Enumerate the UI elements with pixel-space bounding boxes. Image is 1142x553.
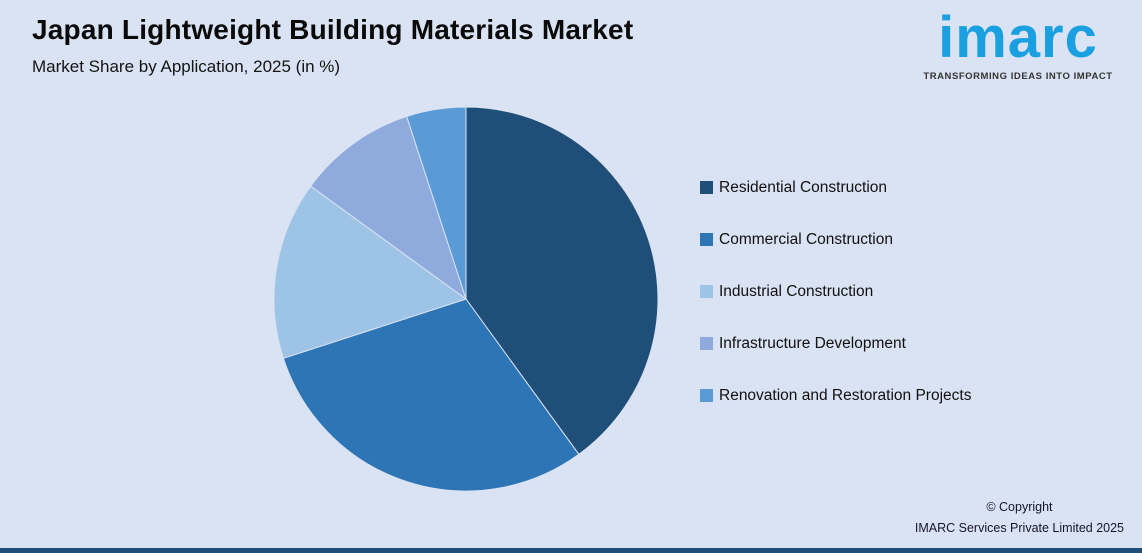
- legend-item-3: Industrial Construction: [700, 282, 971, 301]
- pie-slice-1: [465, 107, 658, 455]
- legend-item-5: Renovation and Restoration Projects: [700, 386, 971, 405]
- legend-swatch-icon: [700, 285, 713, 298]
- pie-slice-2: [282, 298, 580, 491]
- page-subtitle: Market Share by Application, 2025 (in %): [32, 57, 341, 76]
- legend-swatch-icon: [700, 337, 713, 350]
- legend-label: Renovation and Restoration Projects: [719, 386, 972, 404]
- pie-slice-5: [406, 107, 467, 300]
- legend-swatch-icon: [700, 389, 713, 402]
- legend-label: Residential Construction: [719, 178, 888, 196]
- pie-chart: [274, 107, 658, 491]
- legend-item-1: Residential Construction: [700, 178, 971, 197]
- pie-slice-4: [310, 115, 467, 300]
- legend-swatch-icon: [700, 233, 713, 246]
- pie-slice-3: [274, 185, 467, 359]
- copyright-line1: © Copyright: [986, 499, 1053, 514]
- legend-item-2: Commercial Construction: [700, 230, 971, 249]
- legend-label: Commercial Construction: [719, 230, 893, 248]
- copyright-line2: IMARC Services Private Limited 2025: [914, 520, 1124, 535]
- page-title: Japan Lightweight Building Materials Mar…: [32, 14, 634, 45]
- imarc-logo: imarc TRANSFORMING IDEAS INTO IMPACT: [902, 5, 1134, 82]
- legend-item-4: Infrastructure Development: [700, 334, 971, 353]
- copyright-notice: © Copyright IMARC Services Private Limit…: [915, 497, 1124, 540]
- legend-swatch-icon: [700, 181, 713, 194]
- legend-label: Industrial Construction: [719, 282, 874, 300]
- imarc-wordmark: imarc: [938, 5, 1098, 70]
- imarc-tagline: TRANSFORMING IDEAS INTO IMPACT: [923, 70, 1113, 82]
- bottom-accent-bar: [0, 548, 1142, 553]
- legend: Residential Construction Commercial Const…: [700, 178, 971, 438]
- legend-label: Infrastructure Development: [719, 334, 906, 352]
